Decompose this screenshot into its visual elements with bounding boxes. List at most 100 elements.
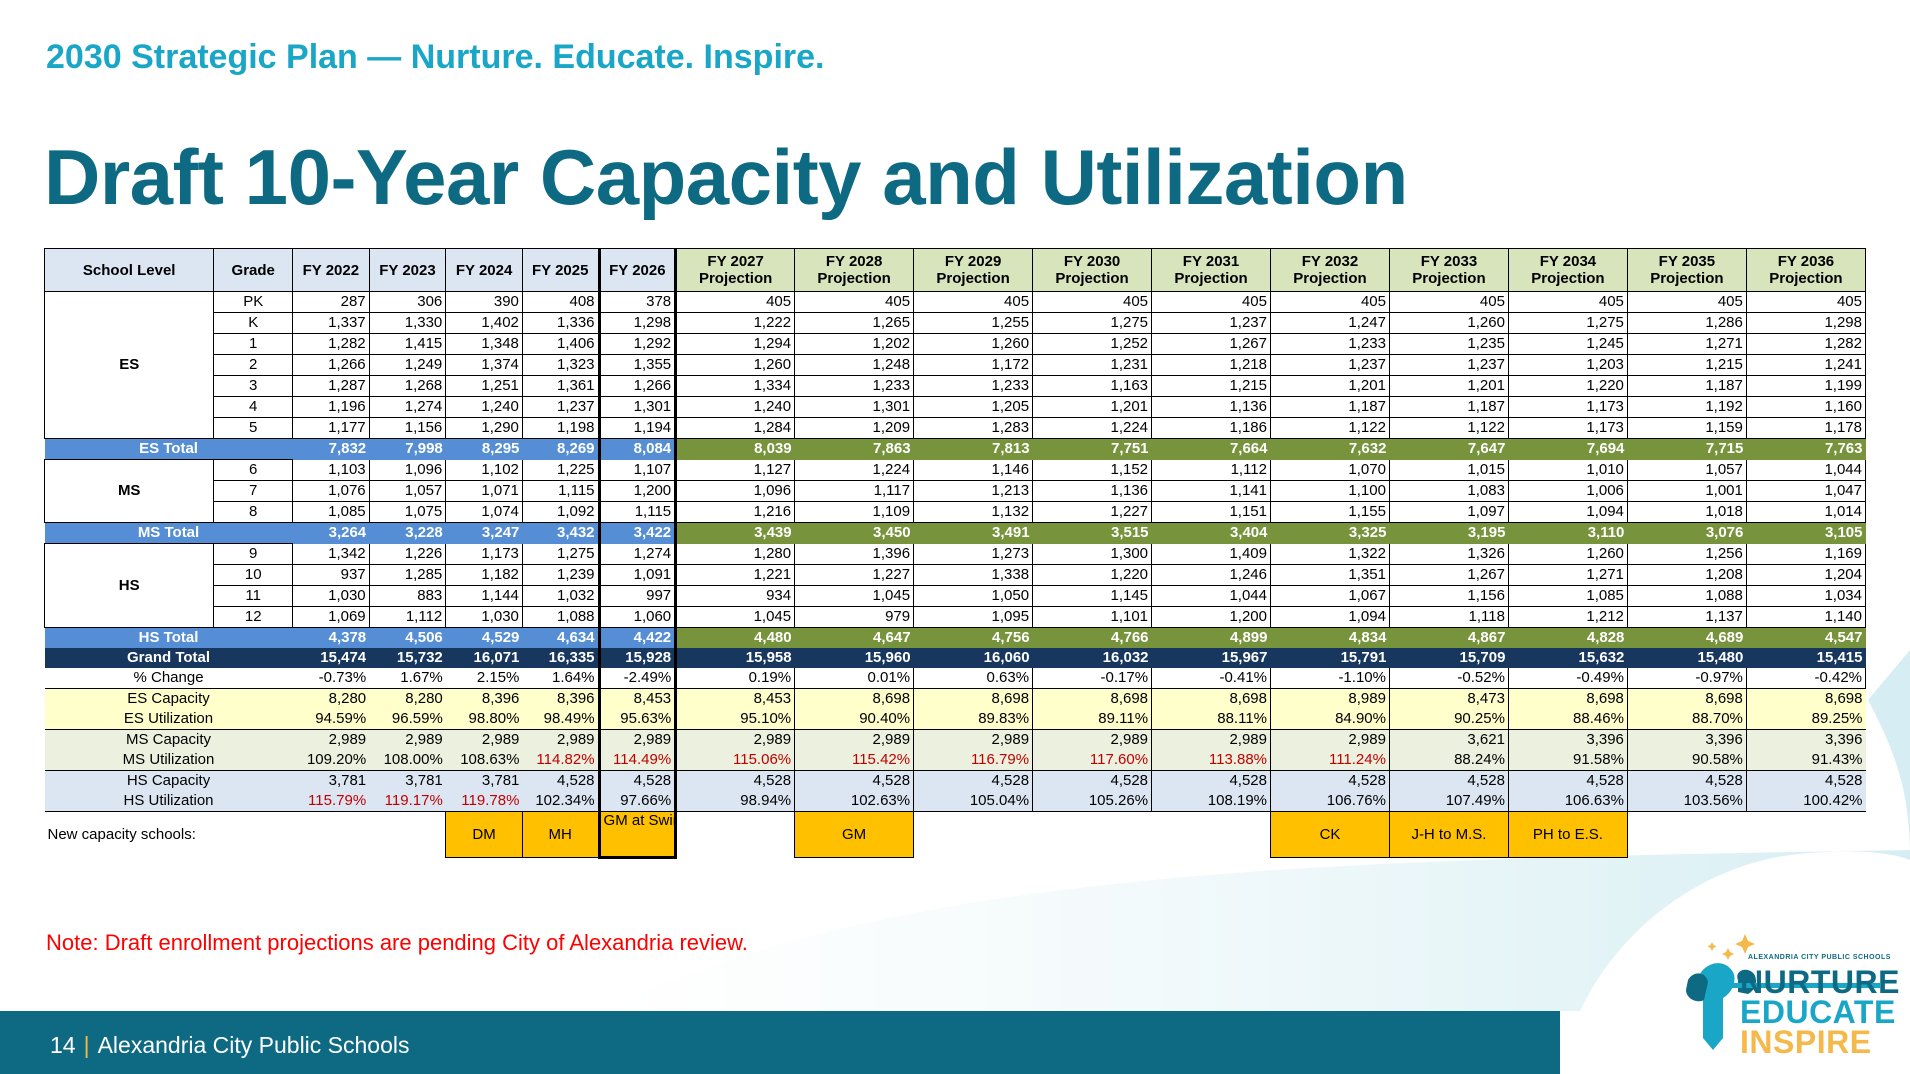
table-row: 8 1,085 1,075 1,074 1,092 1,115 1,216 1,109 1,13… — [45, 501, 1867, 523]
enrollment-value: 1,280 — [675, 543, 795, 565]
enrollment-value: 1,107 — [597, 459, 678, 481]
capacity-value: 4,528 — [1032, 770, 1152, 791]
enrollment-value: 1,260 — [1507, 543, 1628, 565]
enrollment-value: 1,323 — [521, 354, 600, 376]
utilization-value: 98.94% — [675, 791, 795, 812]
enrollment-value: 1,117 — [794, 480, 914, 502]
capacity-value: 2,989 — [1270, 729, 1390, 750]
enrollment-value: 405 — [1270, 291, 1390, 313]
capacity-value: 3,781 — [292, 770, 370, 791]
total-label: HS Total — [44, 627, 293, 648]
empty-cell — [1627, 812, 1746, 858]
enrollment-value: 1,032 — [521, 585, 600, 607]
enrollment-value: 1,102 — [445, 459, 523, 481]
new-capacity-tag: CK — [1270, 811, 1390, 858]
enrollment-value: 1,057 — [368, 480, 446, 502]
enrollment-value: 1,001 — [1626, 480, 1747, 502]
enrollment-value: 287 — [292, 291, 370, 313]
enrollment-value: 1,187 — [1388, 396, 1509, 418]
table-row: 4 1,196 1,274 1,240 1,237 1,301 1,240 1,301 1,20… — [45, 396, 1867, 418]
enrollment-value: 1,267 — [1388, 564, 1509, 586]
enrollment-value: 1,231 — [1032, 354, 1152, 376]
enrollment-value: 1,260 — [675, 354, 795, 376]
enrollment-value: 1,196 — [292, 396, 370, 418]
school-level-label: ES — [43, 291, 215, 439]
enrollment-value: 1,137 — [1626, 606, 1747, 628]
grade-label: 3 — [213, 375, 294, 397]
header-hist-year: FY 2026 — [597, 248, 678, 292]
level-total-row: MS Total 3,264 3,228 3,247 3,432 3,422 3,439 3,… — [44, 522, 1866, 544]
enrollment-value: 408 — [521, 291, 600, 313]
utilization-value: 88.46% — [1507, 709, 1628, 730]
total-value: 7,832 — [292, 438, 370, 460]
enrollment-value: 1,240 — [675, 396, 795, 418]
enrollment-value: 1,260 — [913, 333, 1033, 355]
pct-change-value: 0.01% — [794, 668, 914, 689]
grand-total-value: 16,060 — [913, 648, 1033, 668]
header-proj-suffix: Projection — [1412, 270, 1486, 287]
enrollment-value: 405 — [913, 291, 1033, 313]
enrollment-value: 1,256 — [1626, 543, 1747, 565]
enrollment-value: 1,274 — [597, 543, 678, 565]
total-value: 3,105 — [1746, 522, 1866, 544]
enrollment-value: 1,402 — [445, 312, 523, 334]
enrollment-value: 1,140 — [1745, 606, 1867, 628]
enrollment-value: 1,239 — [521, 564, 600, 586]
enrollment-value: 1,095 — [913, 606, 1033, 628]
enrollment-value: 1,172 — [913, 354, 1033, 376]
header-proj-suffix: Projection — [1769, 270, 1843, 287]
enrollment-value: 1,283 — [913, 417, 1033, 439]
enrollment-value: 1,112 — [368, 606, 446, 628]
enrollment-value: 1,334 — [675, 375, 795, 397]
enrollment-value: 405 — [1626, 291, 1747, 313]
logo-word-educate: EDUCATE — [1740, 994, 1896, 1030]
enrollment-value: 1,067 — [1270, 585, 1390, 607]
header-school-level: School Level — [43, 248, 215, 292]
enrollment-value: 1,198 — [521, 417, 600, 439]
enrollment-value: 1,286 — [1626, 312, 1747, 334]
capacity-value: 4,528 — [1507, 770, 1628, 791]
total-value: 4,378 — [292, 627, 370, 648]
enrollment-value: 1,294 — [675, 333, 795, 355]
enrollment-value: 1,301 — [597, 396, 678, 418]
utilization-value: 114.82% — [522, 750, 600, 771]
utilization-value: 89.11% — [1032, 709, 1152, 730]
table-row: K 1,337 1,330 1,402 1,336 1,298 1,222 1,265 1,25… — [45, 312, 1867, 334]
page-number: 14 — [50, 1032, 76, 1058]
enrollment-value: 979 — [794, 606, 914, 628]
grade-label: 11 — [213, 585, 294, 607]
pct-change-label: % Change — [44, 668, 293, 689]
header-proj-suffix: Projection — [698, 270, 773, 287]
enrollment-value: 1,136 — [1151, 396, 1271, 418]
utilization-value: 106.63% — [1507, 791, 1628, 812]
enrollment-value: 1,145 — [1032, 585, 1152, 607]
utilization-value: 88.24% — [1388, 750, 1509, 771]
total-value: 8,039 — [675, 438, 795, 460]
grade-label: K — [213, 312, 294, 334]
table-row: 11 1,030 883 1,144 1,032 997 934 1,045 1,050 1,14… — [45, 585, 1867, 607]
enrollment-value: 1,010 — [1507, 459, 1628, 481]
header-proj-year-label: FY 2035 — [1658, 253, 1716, 270]
utilization-value: 119.78% — [445, 791, 523, 812]
enrollment-value: 1,235 — [1388, 333, 1509, 355]
enrollment-value: 1,096 — [675, 480, 795, 502]
header-proj-suffix: Projection — [1055, 270, 1129, 287]
capacity-value: 8,453 — [597, 688, 678, 709]
enrollment-value: 1,173 — [445, 543, 523, 565]
total-value: 7,998 — [369, 438, 446, 460]
enrollment-value: 1,109 — [794, 501, 914, 523]
capacity-value: 4,528 — [1745, 770, 1866, 791]
header-proj-suffix: Projection — [1531, 270, 1605, 287]
capacity-value: 8,698 — [1626, 688, 1747, 709]
utilization-value: 109.20% — [292, 750, 370, 771]
grade-label: 5 — [213, 417, 294, 439]
enrollment-value: 1,267 — [1151, 333, 1271, 355]
enrollment-value: 1,227 — [794, 564, 914, 586]
total-value: 3,404 — [1151, 522, 1271, 544]
capacity-value: 3,396 — [1507, 729, 1628, 750]
utilization-value: 91.58% — [1507, 750, 1628, 771]
grand-total-value: 15,480 — [1627, 648, 1747, 668]
grand-total-value: 15,958 — [675, 648, 795, 668]
utilization-value: 95.10% — [675, 709, 795, 730]
capacity-value: 8,698 — [913, 688, 1033, 709]
